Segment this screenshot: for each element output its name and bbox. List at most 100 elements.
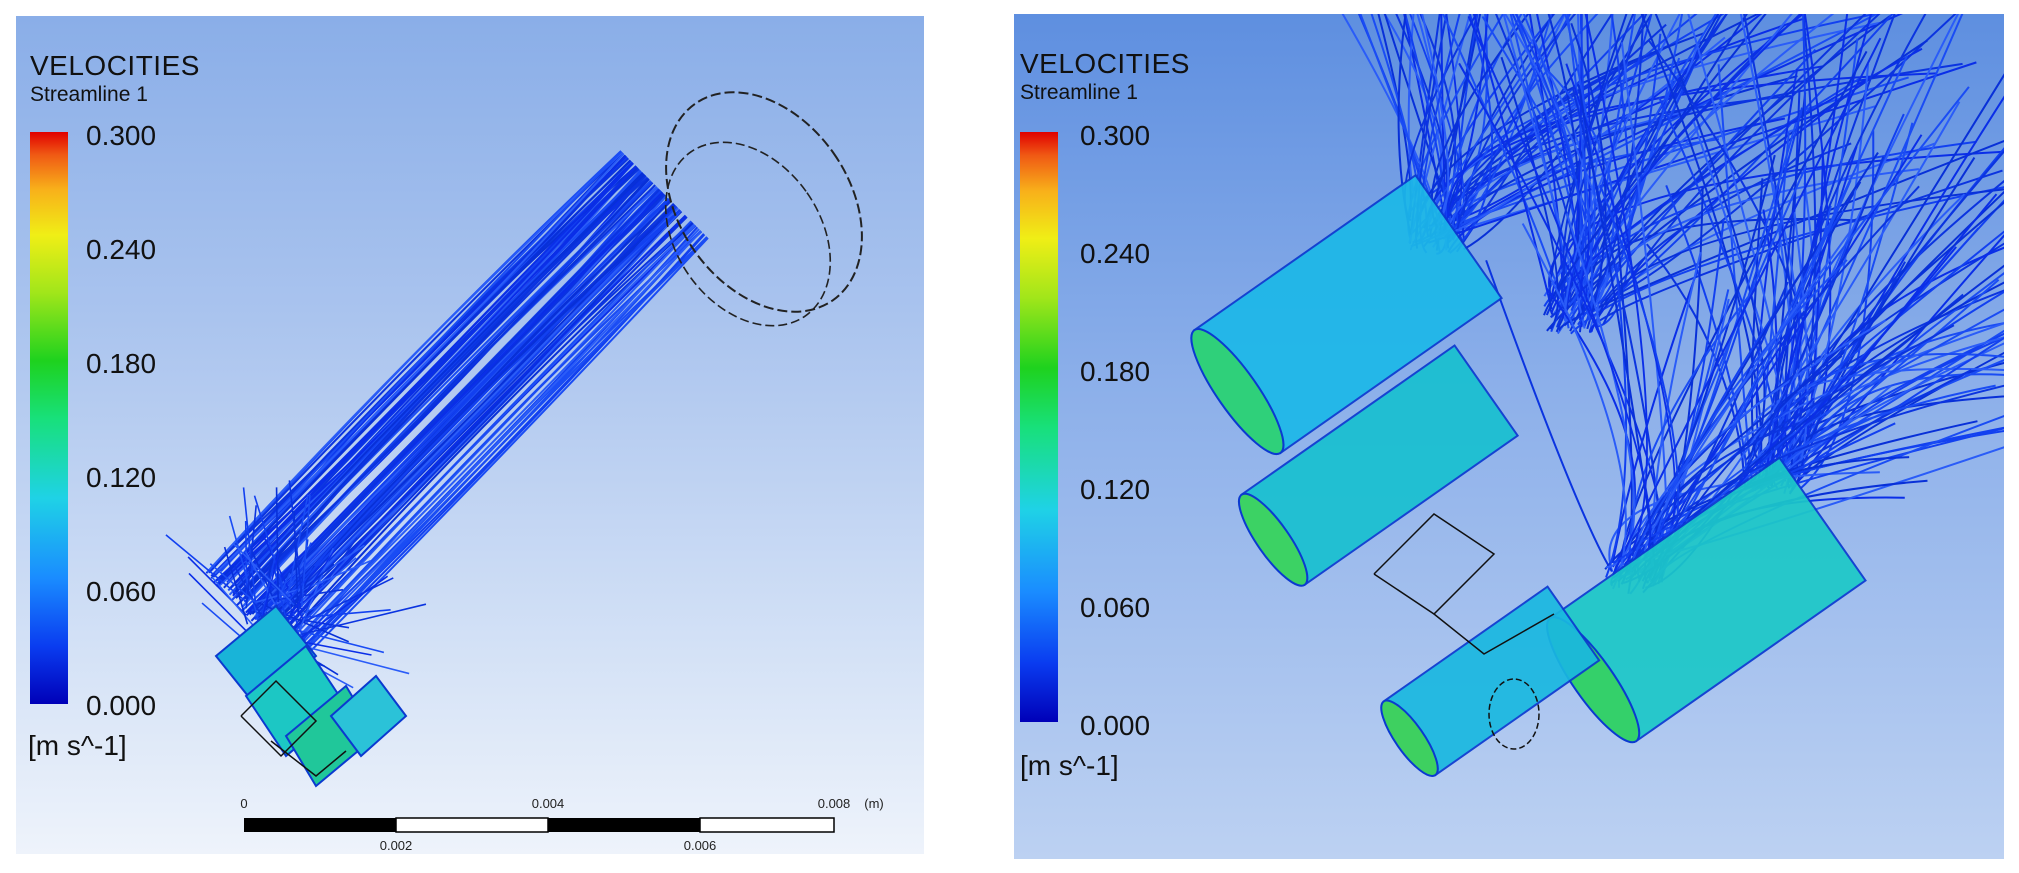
streamline: [1548, 14, 1628, 317]
legend-tick: 0.240: [86, 234, 157, 265]
streamline: [1447, 117, 1786, 253]
streamline: [259, 209, 681, 631]
scale-label: 0.008: [817, 796, 851, 811]
streamline: [1631, 319, 1887, 557]
streamline: [301, 603, 427, 636]
streamline: [218, 159, 631, 581]
streamline: [290, 537, 358, 632]
streamline: [1558, 140, 2004, 332]
streamline: [1472, 14, 1553, 310]
legend-subtitle: Streamline 1: [1020, 81, 1138, 104]
streamline: [252, 188, 661, 611]
left-render-panel: VELOCITIES Streamline 1 0.300 0.240 0.18…: [16, 16, 924, 854]
streamline: [1717, 64, 1753, 481]
streamline: [1377, 14, 1412, 218]
streamline: [269, 524, 349, 625]
streamline: [300, 494, 311, 608]
streamline: [1781, 122, 1914, 471]
legend-tick: 0.000: [86, 690, 157, 721]
streamline: [293, 230, 702, 652]
streamline: [1409, 14, 1465, 215]
streamline: [298, 236, 709, 659]
legend-title: VELOCITIES: [1020, 48, 1190, 79]
streamline: [214, 152, 625, 575]
legend-tick: 0.000: [1080, 710, 1151, 741]
streamline: [1611, 269, 1699, 564]
velocity-colorbar: [1020, 132, 1058, 722]
legend-unit: [m s^-1]: [1020, 750, 1119, 781]
streamline: [1485, 259, 1613, 572]
streamline: [286, 228, 700, 650]
streamline: [1395, 14, 1448, 230]
streamline: [1757, 332, 2004, 487]
scale-label: 0.002: [379, 838, 413, 853]
streamline: [1563, 14, 1681, 321]
streamline: [297, 575, 389, 641]
streamline: [226, 161, 634, 584]
streamline: [260, 544, 365, 616]
inlet-ellipse-inner: [664, 141, 832, 327]
streamline: [1502, 14, 1586, 329]
streamline: [240, 171, 644, 594]
right-tubes: [1190, 173, 1867, 777]
streamline: [271, 215, 687, 637]
streamline: [1612, 37, 1882, 575]
streamline: [241, 186, 658, 608]
streamline: [209, 563, 258, 605]
legend-title: VELOCITIES: [30, 50, 200, 81]
streamline: [1564, 14, 1596, 307]
streamline: [231, 170, 643, 593]
streamline: [1771, 261, 1906, 481]
streamline: [1643, 230, 1852, 561]
streamline: [1515, 14, 1585, 312]
right-streamline-scene: [1190, 14, 2004, 777]
streamline: [1561, 14, 1648, 310]
streamline: [226, 162, 634, 584]
legend-tick: 0.120: [86, 462, 157, 493]
left-legend: VELOCITIES Streamline 1 0.300 0.240 0.18…: [16, 16, 276, 776]
legend-tick: 0.120: [1080, 474, 1151, 505]
streamline: [284, 220, 692, 642]
scale-unit-label: (m): [864, 796, 884, 811]
streamline: [296, 643, 410, 675]
streamline: [242, 487, 257, 605]
streamline: [212, 162, 634, 584]
streamline: [1648, 40, 1815, 464]
streamline: [1562, 14, 1635, 300]
scale-label: 0.006: [683, 838, 717, 853]
streamline: [1793, 336, 2004, 475]
streamline: [231, 165, 638, 588]
scale-bar: 0 0.004 0.008 (m) 0.002 0.006: [226, 796, 883, 854]
streamline: [1566, 14, 1593, 321]
streamline: [253, 495, 289, 603]
streamline: [265, 207, 679, 629]
streamline: [288, 480, 303, 599]
streamline: [1467, 15, 1652, 561]
streamline: [232, 173, 645, 595]
streamline: [228, 515, 264, 637]
legend-tick: 0.300: [1080, 120, 1151, 151]
streamline: [303, 237, 709, 659]
outlet-tubes: [214, 604, 408, 788]
streamline: [275, 487, 279, 602]
streamline: [1628, 289, 1755, 560]
legend-tick: 0.240: [1080, 238, 1151, 269]
streamline: [276, 560, 372, 602]
legend-tick: 0.300: [86, 120, 157, 151]
streamline: [1790, 351, 2004, 491]
streamline: [260, 552, 280, 623]
scale-label: 0: [240, 796, 248, 811]
streamline: [1450, 14, 1599, 241]
inlet-ellipse-outer: [665, 91, 863, 313]
velocity-colorbar: [30, 132, 68, 704]
streamline: [1552, 14, 1728, 297]
streamline: [1442, 14, 1698, 240]
streamline: [1549, 14, 1867, 318]
left-streamline-scene: [165, 91, 863, 788]
legend-tick: 0.060: [86, 576, 157, 607]
legend-tick: 0.060: [1080, 592, 1151, 623]
left-streamlines: [165, 150, 709, 689]
streamline: [1747, 336, 2004, 470]
streamline: [1403, 14, 1449, 238]
right-render-panel: VELOCITIES Streamline 1 0.300 0.240 0.18…: [1014, 14, 2004, 859]
